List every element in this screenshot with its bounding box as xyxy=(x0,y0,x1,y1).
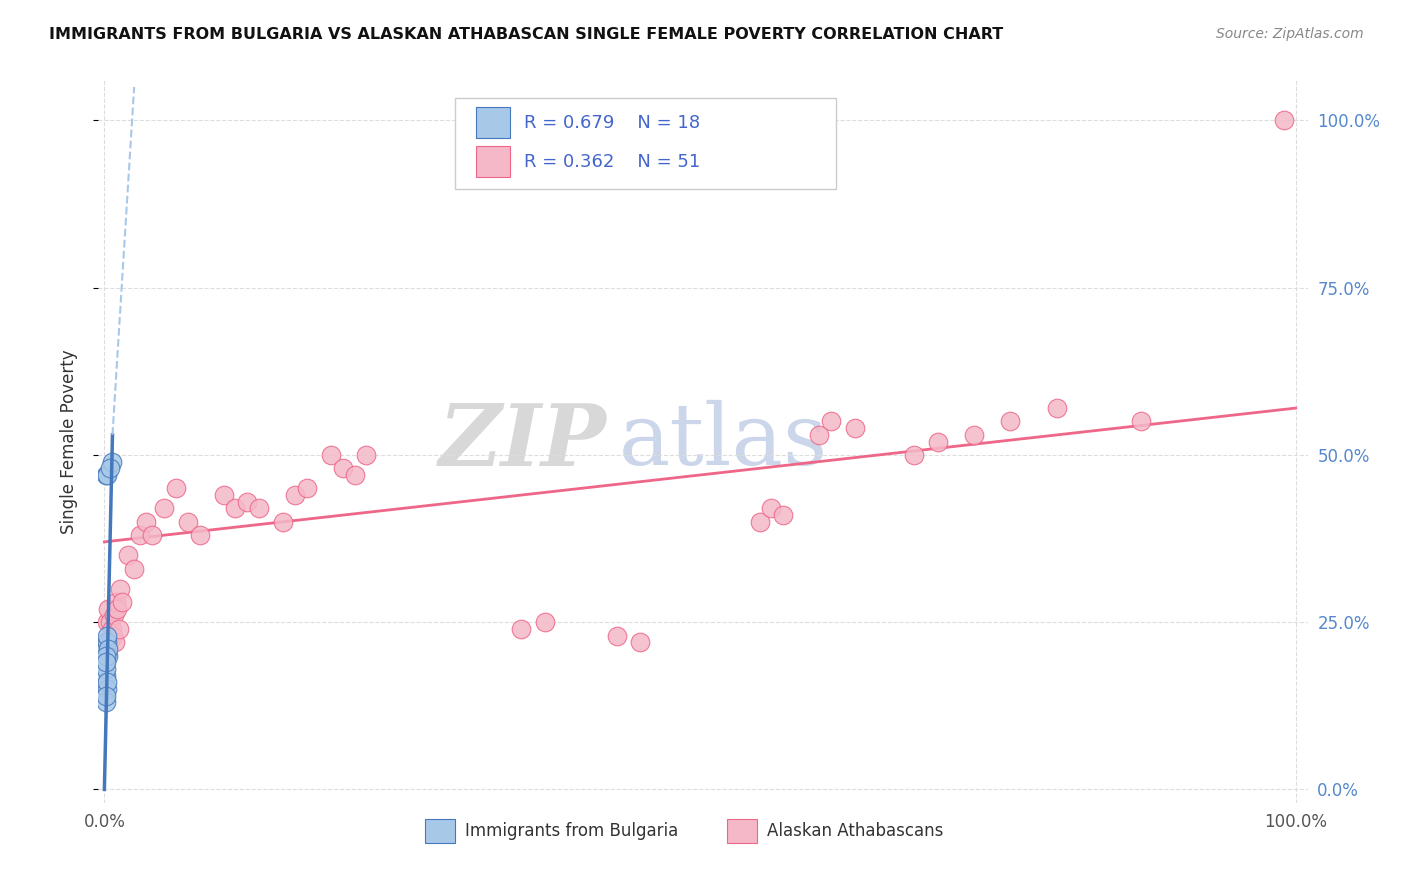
Point xyxy=(103,608,125,623)
Point xyxy=(247,501,270,516)
Point xyxy=(96,467,118,482)
Point xyxy=(96,615,118,630)
Point xyxy=(94,648,117,663)
Point xyxy=(94,669,117,683)
Point xyxy=(606,628,628,642)
Point xyxy=(820,414,842,428)
Point xyxy=(96,675,118,690)
Text: R = 0.679    N = 18: R = 0.679 N = 18 xyxy=(524,113,700,131)
FancyBboxPatch shape xyxy=(456,98,837,189)
Point xyxy=(97,648,120,663)
Point xyxy=(108,582,131,596)
Point xyxy=(295,482,318,496)
Point xyxy=(998,414,1021,428)
Point xyxy=(343,467,366,482)
Point xyxy=(772,508,794,523)
Point xyxy=(100,455,122,469)
Point xyxy=(761,501,783,516)
Point xyxy=(94,635,117,649)
Text: IMMIGRANTS FROM BULGARIA VS ALASKAN ATHABASCAN SINGLE FEMALE POVERTY CORRELATION: IMMIGRANTS FROM BULGARIA VS ALASKAN ATHA… xyxy=(49,27,1004,42)
Point xyxy=(748,515,770,529)
Point xyxy=(236,494,259,508)
Point xyxy=(107,622,129,636)
Point xyxy=(111,595,134,609)
Point xyxy=(97,642,120,657)
Point xyxy=(284,488,307,502)
Point xyxy=(963,428,986,442)
Point xyxy=(98,461,121,475)
Point xyxy=(94,662,117,676)
Text: R = 0.362    N = 51: R = 0.362 N = 51 xyxy=(524,153,700,170)
Point xyxy=(188,528,211,542)
Point xyxy=(212,488,235,502)
Point xyxy=(1272,113,1295,128)
FancyBboxPatch shape xyxy=(475,107,509,137)
Point xyxy=(356,448,378,462)
Text: Alaskan Athabascans: Alaskan Athabascans xyxy=(768,822,943,840)
Text: Source: ZipAtlas.com: Source: ZipAtlas.com xyxy=(1216,27,1364,41)
Point xyxy=(100,622,122,636)
Point xyxy=(319,448,342,462)
Point xyxy=(98,635,121,649)
Point xyxy=(107,602,129,616)
Point xyxy=(94,467,117,482)
Point xyxy=(271,515,294,529)
Point xyxy=(165,482,187,496)
Text: atlas: atlas xyxy=(619,400,828,483)
Point xyxy=(96,689,118,703)
Point xyxy=(101,628,124,642)
Point xyxy=(1129,414,1152,428)
Point xyxy=(122,562,145,576)
Point xyxy=(96,682,118,697)
Point xyxy=(117,548,139,563)
Point xyxy=(808,428,831,442)
Y-axis label: Single Female Poverty: Single Female Poverty xyxy=(59,350,77,533)
Point xyxy=(903,448,925,462)
Text: Immigrants from Bulgaria: Immigrants from Bulgaria xyxy=(465,822,678,840)
Point xyxy=(96,635,118,649)
Point xyxy=(510,622,533,636)
Point xyxy=(94,696,117,710)
Text: ZIP: ZIP xyxy=(439,400,606,483)
Point xyxy=(97,602,120,616)
Point xyxy=(105,595,128,609)
Point xyxy=(96,642,118,657)
FancyBboxPatch shape xyxy=(727,820,758,843)
Point xyxy=(927,434,949,449)
Point xyxy=(94,655,117,669)
Point xyxy=(98,615,121,630)
Point xyxy=(94,648,117,663)
Point xyxy=(104,635,127,649)
Point xyxy=(141,528,163,542)
Point xyxy=(135,515,157,529)
FancyBboxPatch shape xyxy=(425,820,456,843)
Point xyxy=(844,421,866,435)
Point xyxy=(1046,401,1069,416)
Point xyxy=(224,501,246,516)
Point xyxy=(153,501,176,516)
Point xyxy=(534,615,557,630)
Point xyxy=(630,635,652,649)
Point xyxy=(332,461,354,475)
FancyBboxPatch shape xyxy=(475,146,509,177)
Point xyxy=(177,515,200,529)
Point xyxy=(129,528,152,542)
Point xyxy=(96,628,118,642)
